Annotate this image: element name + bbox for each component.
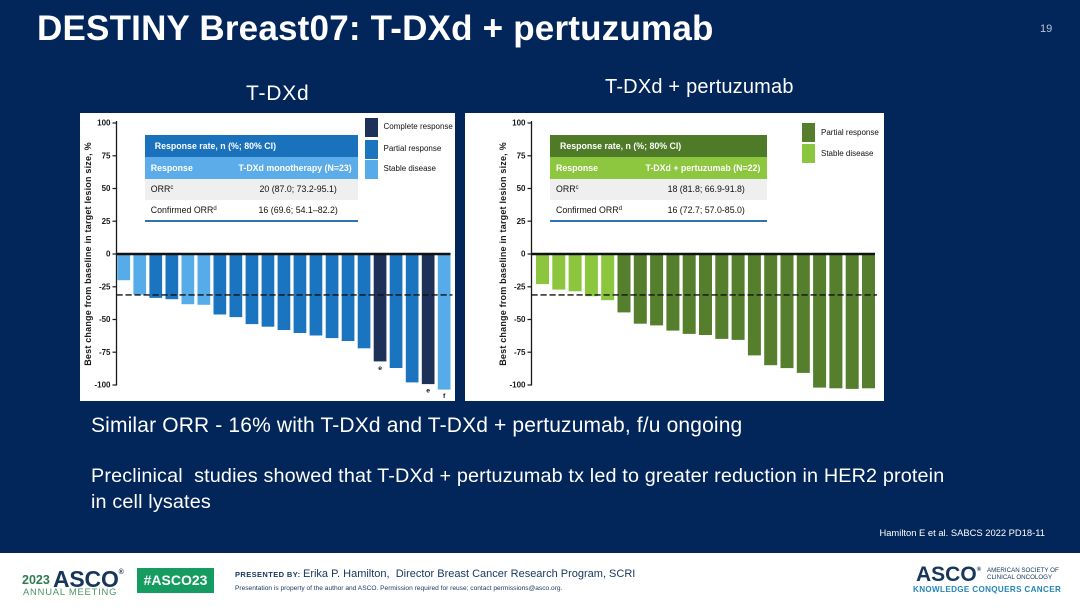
svg-text:50: 50 <box>102 184 111 193</box>
svg-text:0: 0 <box>521 250 526 259</box>
svg-text:-50: -50 <box>99 315 111 324</box>
svg-text:Best change from baseline in t: Best change from baseline in target lesi… <box>83 142 93 366</box>
svg-text:25: 25 <box>102 217 111 226</box>
svg-text:-100: -100 <box>509 381 526 390</box>
svg-text:f: f <box>443 393 446 400</box>
svg-text:-100: -100 <box>94 381 111 390</box>
svg-text:Best change from baseline in t: Best change from baseline in target lesi… <box>498 142 508 366</box>
svg-text:-50: -50 <box>514 315 526 324</box>
svg-text:-25: -25 <box>514 282 526 291</box>
svg-text:75: 75 <box>102 151 111 160</box>
svg-text:50: 50 <box>517 184 526 193</box>
svg-text:e: e <box>378 365 382 372</box>
svg-text:100: 100 <box>512 119 526 128</box>
svg-text:-75: -75 <box>514 348 526 357</box>
svg-text:100: 100 <box>97 119 111 128</box>
svg-text:25: 25 <box>517 217 526 226</box>
svg-text:-25: -25 <box>99 282 111 291</box>
svg-text:0: 0 <box>106 250 111 259</box>
svg-text:-75: -75 <box>99 348 111 357</box>
svg-text:e: e <box>426 388 430 395</box>
svg-text:75: 75 <box>517 151 526 160</box>
